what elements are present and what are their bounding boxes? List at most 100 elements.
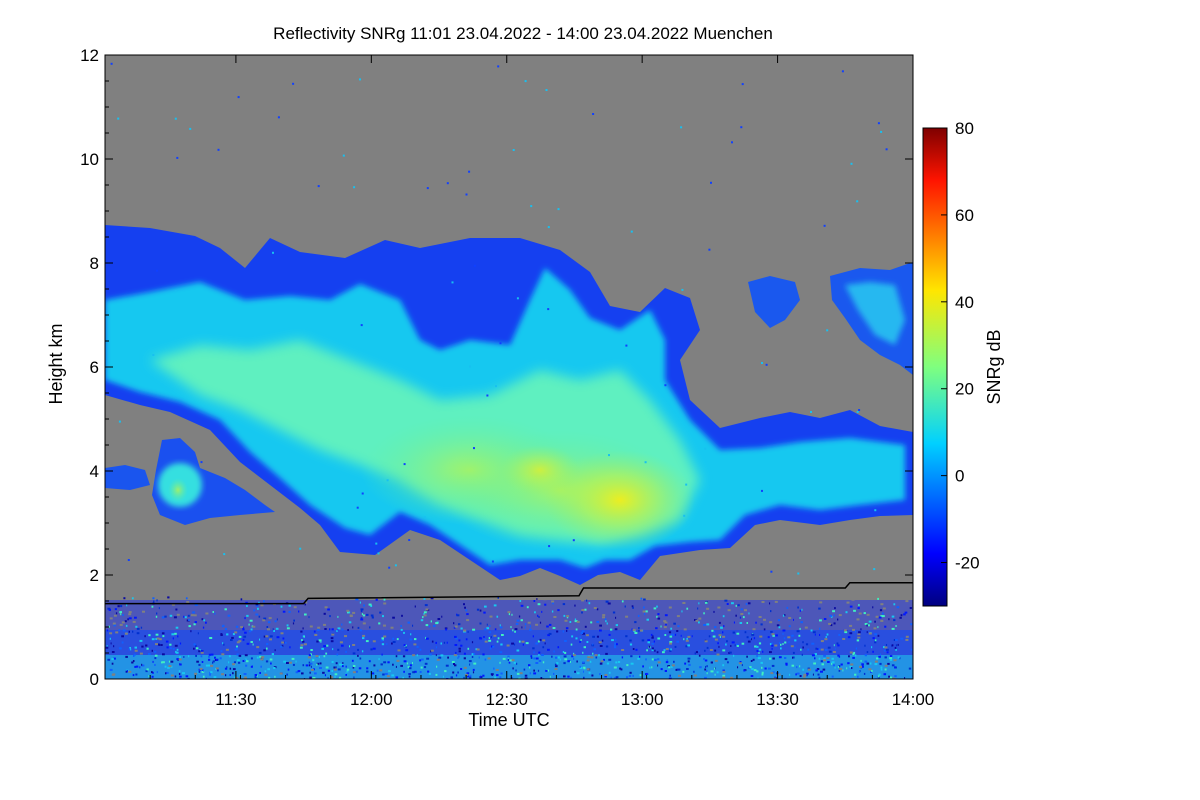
- clutter-pixel: [295, 671, 299, 674]
- noise-pixel: [499, 342, 502, 345]
- clutter-pixel: [372, 647, 376, 650]
- clutter-pixel: [430, 620, 432, 623]
- noise-pixel: [317, 185, 320, 188]
- clutter-pixel: [838, 665, 841, 668]
- clutter-pixel: [544, 642, 546, 645]
- clutter-pixel: [451, 661, 455, 663]
- clutter-pixel: [371, 672, 375, 675]
- noise-pixel: [685, 483, 688, 486]
- clutter-pixel: [233, 661, 236, 664]
- clutter-pixel: [490, 636, 492, 639]
- clutter-pixel: [488, 631, 492, 634]
- noise-pixel: [465, 193, 468, 196]
- clutter-pixel: [673, 660, 675, 663]
- clutter-gap: [727, 609, 731, 612]
- clutter-pixel: [359, 657, 362, 660]
- clutter-pixel: [407, 666, 410, 669]
- colorbar-tick-label: 0: [955, 467, 964, 486]
- clutter-pixel: [645, 658, 647, 661]
- clutter-pixel: [380, 639, 383, 642]
- clutter-pixel: [302, 640, 305, 643]
- clutter-pixel: [535, 662, 539, 664]
- clutter-pixel: [811, 642, 815, 645]
- clutter-pixel: [664, 670, 667, 672]
- clutter-gap: [199, 667, 203, 670]
- clutter-pixel: [662, 651, 665, 654]
- clutter-pixel: [518, 640, 521, 643]
- noise-pixel: [858, 409, 861, 411]
- clutter-pixel: [533, 600, 536, 602]
- clutter-pixel: [305, 664, 309, 667]
- clutter-pixel: [800, 621, 803, 624]
- clutter-pixel: [569, 621, 572, 623]
- clutter-pixel: [579, 667, 583, 669]
- clutter-pixel: [562, 651, 565, 653]
- clutter-gap: [221, 653, 225, 656]
- clutter-pixel: [818, 657, 821, 660]
- clutter-pixel: [830, 624, 833, 627]
- noise-pixel: [353, 186, 356, 189]
- clutter-pixel: [304, 613, 307, 616]
- clutter-pixel: [592, 635, 595, 638]
- clutter-gap: [109, 632, 113, 635]
- clutter-gap: [244, 676, 247, 679]
- clutter-pixel: [319, 662, 322, 665]
- clutter-pixel: [310, 649, 313, 651]
- clutter-gap: [390, 626, 394, 629]
- clutter-pixel: [893, 603, 896, 606]
- clutter-pixel: [538, 651, 541, 654]
- clutter-pixel: [431, 640, 434, 643]
- clutter-pixel: [215, 668, 217, 670]
- clutter-pixel: [888, 675, 890, 678]
- clutter-pixel: [726, 603, 729, 605]
- clutter-pixel: [663, 649, 666, 652]
- clutter-pixel: [320, 640, 322, 643]
- clutter-pixel: [169, 643, 172, 646]
- clutter-pixel: [646, 649, 648, 652]
- clutter-pixel: [176, 658, 180, 661]
- clutter-pixel: [133, 655, 135, 657]
- noise-pixel: [277, 116, 280, 119]
- clutter-pixel: [782, 614, 785, 617]
- clutter-pixel: [883, 649, 886, 652]
- clutter-pixel: [670, 627, 673, 630]
- clutter-pixel: [370, 648, 373, 651]
- clutter-pixel: [735, 604, 737, 607]
- clutter-pixel: [381, 643, 385, 646]
- clutter-pixel: [838, 669, 841, 672]
- clutter-gap: [849, 651, 853, 654]
- clutter-pixel: [559, 658, 561, 661]
- clutter-pixel: [772, 671, 775, 674]
- clutter-pixel: [412, 662, 413, 664]
- clutter-pixel: [588, 602, 591, 605]
- clutter-pixel: [651, 666, 653, 669]
- clutter-pixel: [349, 645, 350, 648]
- clutter-pixel: [460, 644, 463, 647]
- clutter-pixel: [334, 675, 336, 678]
- clutter-pixel: [469, 663, 471, 666]
- clutter-pixel: [783, 637, 786, 640]
- clutter-gap: [820, 640, 824, 643]
- clutter-gap: [493, 634, 497, 637]
- clutter-pixel: [852, 653, 855, 656]
- clutter-pixel: [823, 654, 826, 657]
- clutter-pixel: [164, 615, 167, 618]
- clutter-pixel: [651, 636, 654, 639]
- clutter-gap: [134, 649, 138, 652]
- noise-pixel: [292, 82, 295, 85]
- clutter-pixel: [156, 671, 158, 674]
- clutter-pixel: [113, 624, 116, 627]
- clutter-pixel: [318, 639, 322, 642]
- clutter-pixel: [188, 655, 190, 658]
- clutter-pixel: [753, 637, 756, 640]
- clutter-pixel: [857, 675, 859, 678]
- clutter-pixel: [621, 600, 624, 603]
- clutter-pixel: [392, 641, 396, 643]
- clutter-gap: [787, 636, 791, 639]
- noise-pixel: [873, 568, 876, 571]
- clutter-pixel: [820, 670, 823, 673]
- clutter-pixel: [258, 601, 260, 604]
- clutter-pixel: [250, 657, 253, 660]
- clutter-pixel: [302, 627, 304, 630]
